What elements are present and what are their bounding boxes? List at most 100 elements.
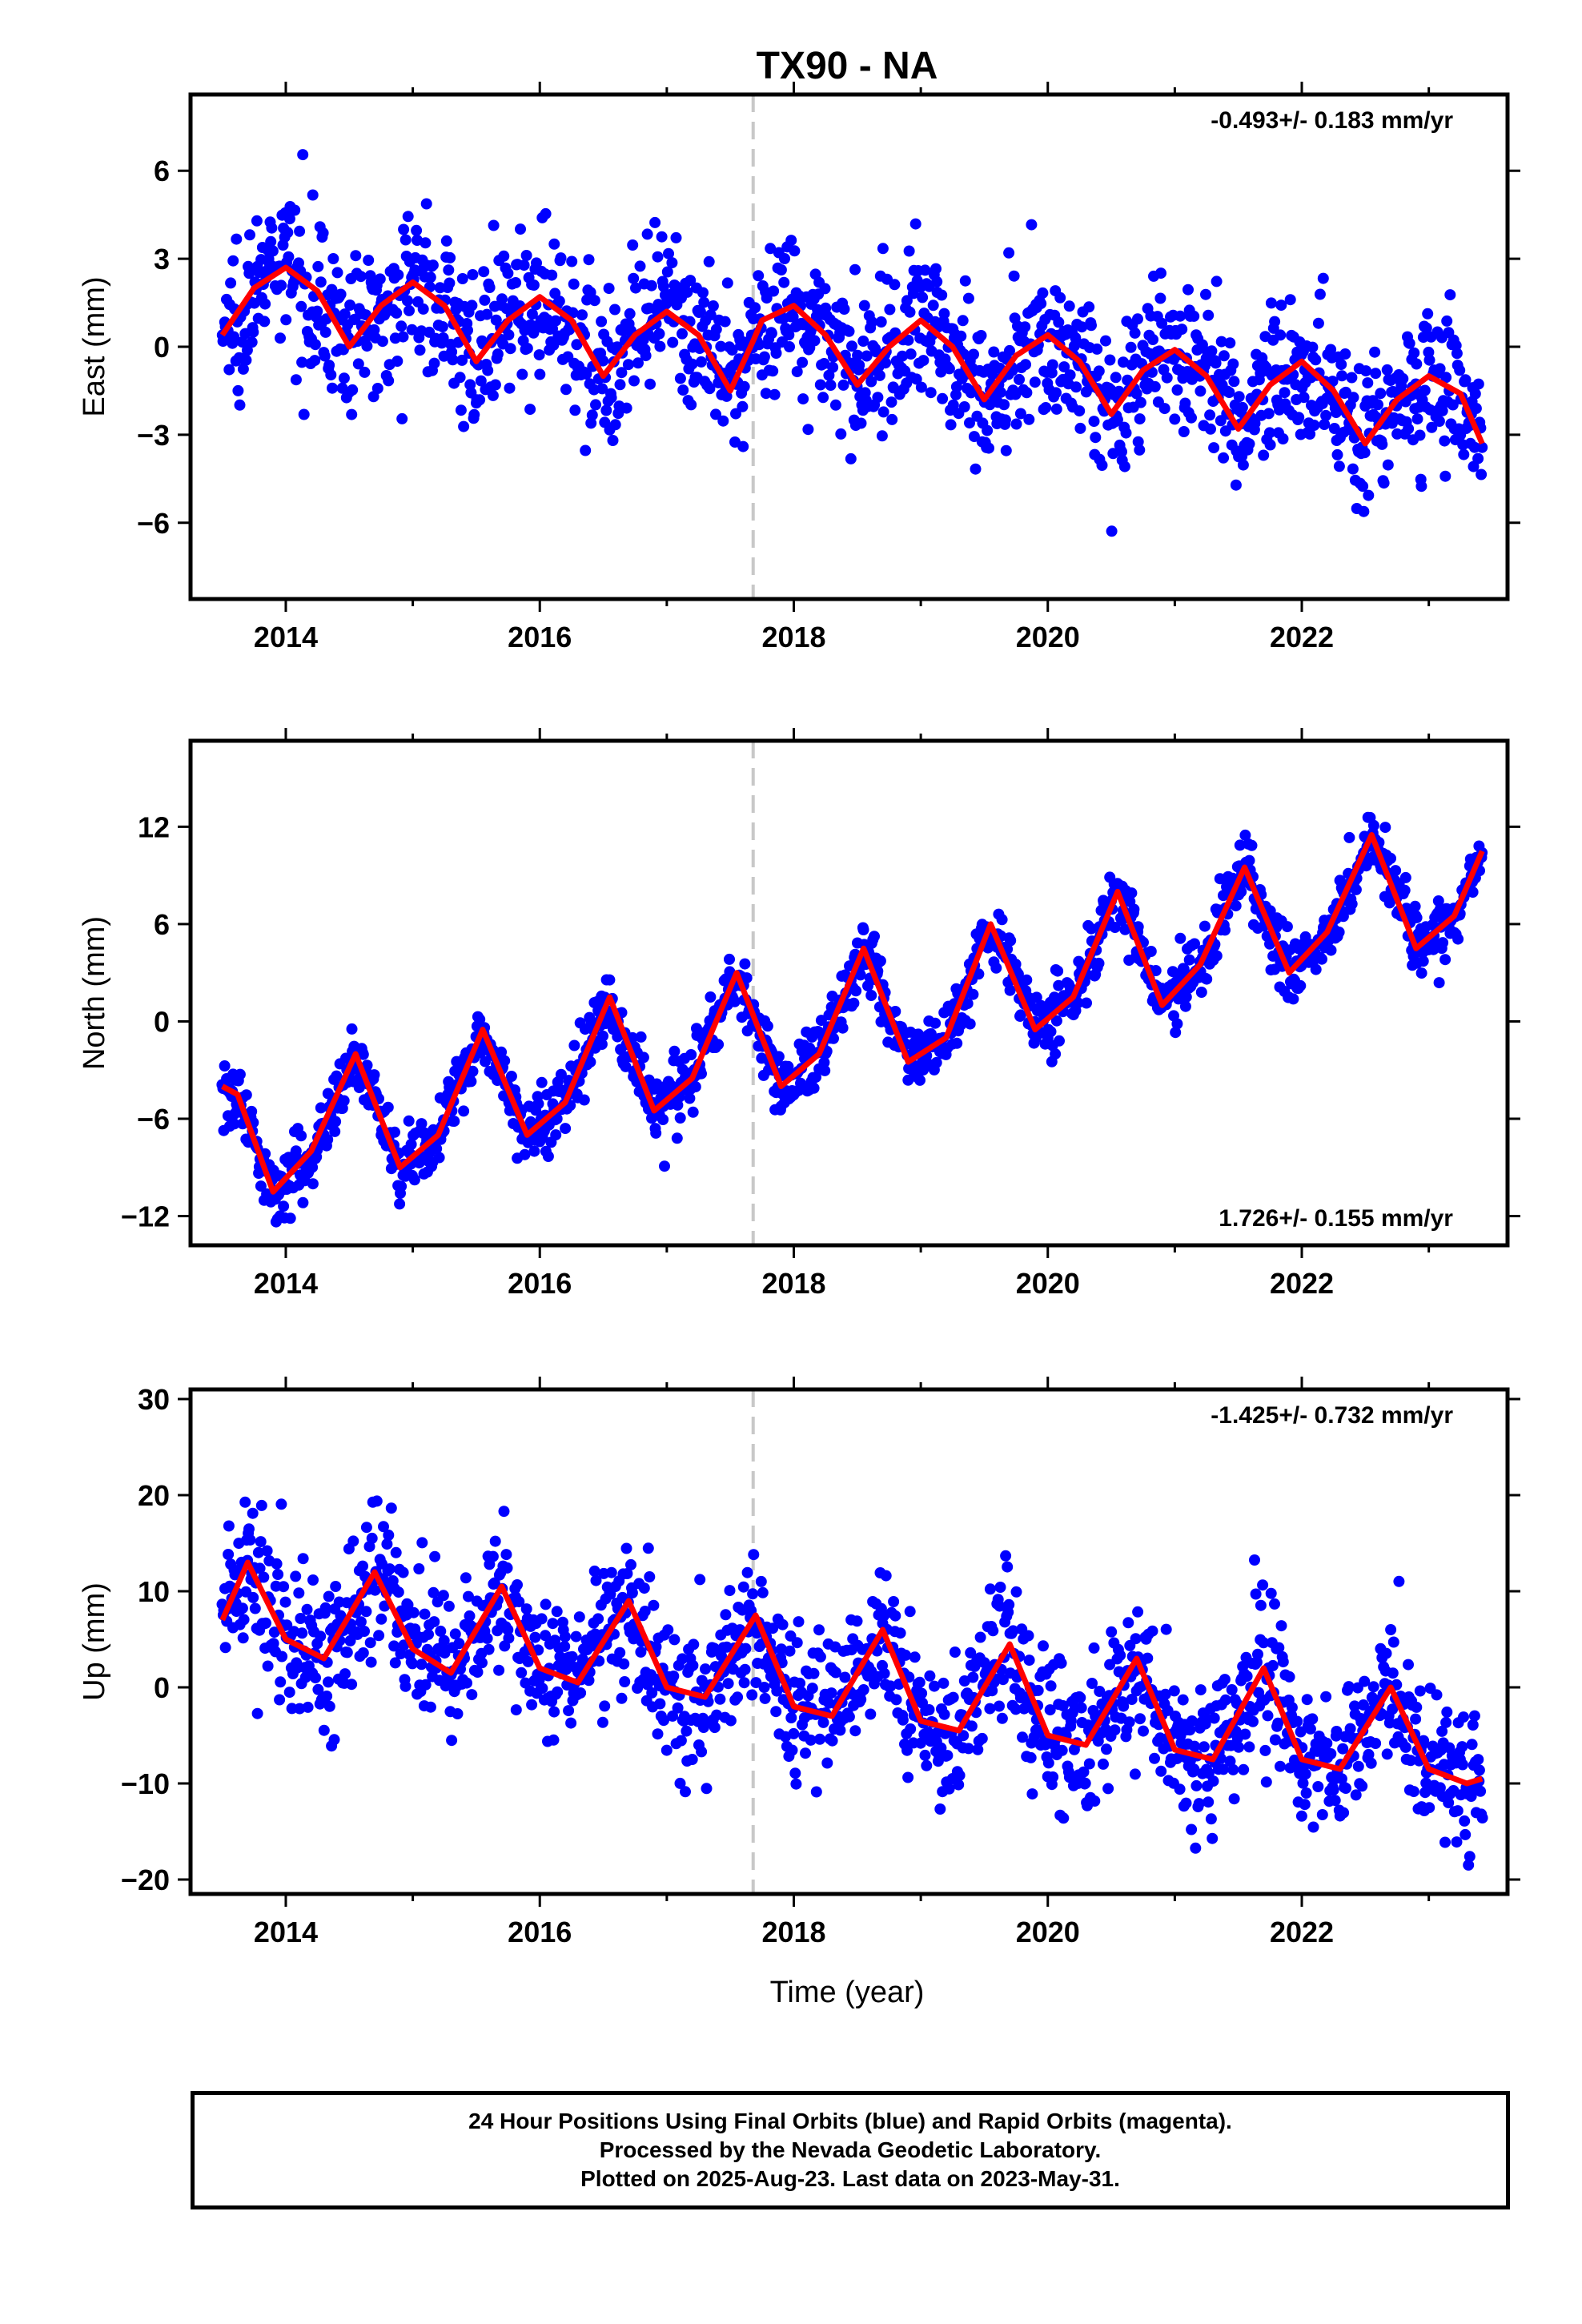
data-point bbox=[566, 1651, 578, 1663]
data-point bbox=[1050, 1048, 1062, 1060]
data-point bbox=[462, 324, 473, 336]
data-point bbox=[635, 1646, 647, 1658]
data-point bbox=[449, 1628, 461, 1640]
data-point bbox=[1460, 374, 1472, 386]
data-point bbox=[1360, 365, 1372, 377]
data-point bbox=[219, 1060, 231, 1072]
data-point bbox=[227, 255, 239, 267]
data-point bbox=[1106, 525, 1118, 537]
data-point bbox=[1118, 1700, 1130, 1712]
data-point bbox=[431, 1143, 443, 1155]
data-point bbox=[938, 1677, 950, 1689]
data-point bbox=[930, 1056, 942, 1068]
data-point bbox=[873, 369, 885, 381]
data-point bbox=[505, 1071, 517, 1082]
data-point bbox=[1186, 412, 1197, 424]
data-point bbox=[460, 1572, 472, 1584]
data-point bbox=[1076, 321, 1088, 333]
data-point bbox=[240, 1089, 252, 1101]
data-point bbox=[945, 419, 957, 431]
data-point bbox=[1039, 1739, 1051, 1751]
data-point bbox=[400, 234, 412, 246]
data-point bbox=[278, 1200, 290, 1212]
data-point bbox=[551, 1113, 563, 1124]
data-point bbox=[923, 1704, 935, 1715]
data-point bbox=[1375, 388, 1387, 400]
data-point bbox=[321, 1691, 333, 1702]
data-point bbox=[542, 1151, 554, 1162]
data-point bbox=[502, 267, 514, 279]
data-point bbox=[1249, 417, 1261, 429]
x-tick-label: 2016 bbox=[508, 1916, 572, 1948]
data-point bbox=[1247, 1715, 1259, 1727]
data-point bbox=[1456, 1741, 1468, 1753]
data-point bbox=[1434, 363, 1446, 375]
data-point bbox=[687, 1659, 699, 1671]
data-point bbox=[1203, 309, 1215, 321]
data-point bbox=[913, 1676, 926, 1688]
data-point bbox=[838, 304, 850, 315]
data-point bbox=[819, 283, 831, 295]
data-point bbox=[532, 1098, 544, 1110]
data-point bbox=[371, 383, 383, 394]
data-point bbox=[323, 1676, 334, 1688]
data-point bbox=[927, 300, 939, 312]
data-point bbox=[619, 1676, 631, 1687]
data-point bbox=[1431, 1689, 1443, 1701]
data-point bbox=[568, 278, 580, 290]
data-point bbox=[1299, 1768, 1311, 1780]
data-point bbox=[1465, 1791, 1477, 1802]
data-point bbox=[529, 1631, 541, 1643]
data-point bbox=[568, 1039, 580, 1051]
data-point bbox=[492, 348, 504, 360]
data-point bbox=[301, 1603, 313, 1615]
data-point bbox=[555, 252, 567, 264]
data-point bbox=[402, 211, 414, 223]
data-point bbox=[448, 1116, 460, 1128]
data-point bbox=[1350, 883, 1362, 895]
data-point bbox=[1243, 438, 1255, 450]
data-point bbox=[1109, 1724, 1121, 1736]
data-point bbox=[400, 1680, 412, 1692]
data-point bbox=[522, 1655, 534, 1667]
data-point bbox=[1106, 1626, 1118, 1638]
data-point bbox=[1159, 1688, 1171, 1700]
data-point bbox=[805, 1734, 817, 1746]
data-point bbox=[1321, 1737, 1333, 1749]
data-point bbox=[423, 1628, 434, 1640]
data-point bbox=[768, 285, 780, 297]
data-point bbox=[849, 1725, 861, 1737]
data-point bbox=[1064, 369, 1076, 381]
data-point bbox=[419, 1608, 431, 1620]
data-point bbox=[1050, 403, 1062, 415]
data-point bbox=[1218, 350, 1230, 362]
data-point bbox=[427, 259, 439, 271]
data-point bbox=[672, 1702, 684, 1714]
data-point bbox=[408, 1174, 420, 1186]
data-point bbox=[468, 408, 480, 420]
data-point bbox=[575, 1687, 587, 1699]
data-point bbox=[283, 213, 295, 225]
data-point bbox=[424, 271, 436, 283]
data-point bbox=[600, 404, 612, 416]
data-point bbox=[788, 1727, 800, 1739]
data-point bbox=[996, 914, 1008, 926]
data-point bbox=[234, 399, 246, 411]
data-point bbox=[1058, 1812, 1070, 1824]
data-point bbox=[396, 1180, 408, 1192]
y-axis-label: North (mm) bbox=[78, 916, 111, 1070]
data-point bbox=[531, 257, 542, 269]
model-curve bbox=[219, 1559, 1484, 1787]
data-point bbox=[938, 1708, 950, 1720]
data-point bbox=[1349, 1700, 1360, 1712]
data-point bbox=[835, 428, 847, 440]
data-point bbox=[350, 250, 362, 262]
data-point bbox=[616, 1692, 628, 1704]
data-point bbox=[268, 1626, 280, 1638]
data-point bbox=[741, 1566, 753, 1578]
data-point bbox=[810, 1786, 822, 1798]
data-point bbox=[726, 344, 738, 356]
data-point bbox=[244, 229, 255, 241]
data-point bbox=[919, 1749, 931, 1761]
data-point bbox=[310, 1672, 321, 1684]
